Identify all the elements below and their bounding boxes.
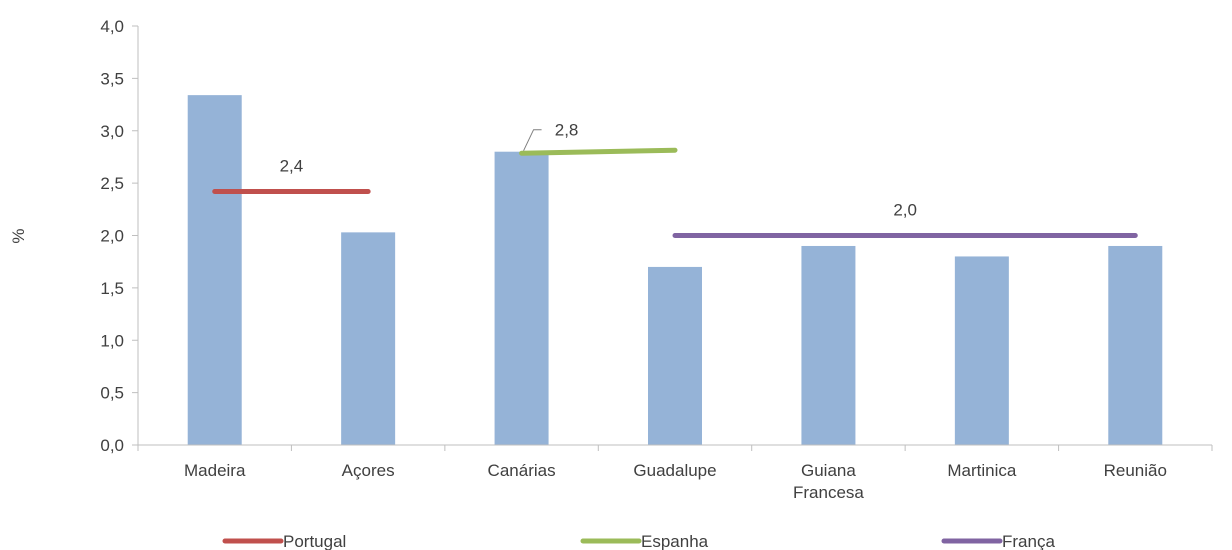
bars [187,95,1163,445]
legend: Portugal Espanha França [222,532,1055,550]
x-tick-label: Canárias [488,461,556,480]
x-tick-label: Francesa [793,483,864,502]
data-label: 2,0 [893,201,917,220]
bar [187,95,242,445]
data-label: 2,4 [280,157,304,176]
bar [341,232,396,445]
data-label: 2,8 [555,121,579,140]
bar [954,256,1009,445]
legend-label: Espanha [641,532,709,550]
bar [801,245,856,445]
axes: 0,0 0,5 1,0 1,5 2,0 2,5 3,0 3,5 4,0 Madeira Açores… [100,17,1213,502]
x-tick-label: Martinica [947,461,1017,480]
x-tick-label: Açores [342,461,395,480]
y-tick-label: 4,0 [100,17,124,36]
data-label-leader [523,129,542,151]
y-tick-label: 0,0 [100,436,124,455]
legend-label: Portugal [283,532,346,550]
y-tick-label: 1,5 [100,279,124,298]
x-tick-label: Madeira [184,461,246,480]
bar [648,266,702,445]
legend-label: França [1002,532,1055,550]
y-tick-label: 2,0 [100,227,124,246]
bar [1108,245,1163,445]
y-tick-label: 3,0 [100,122,124,141]
x-tick-label: Guiana [801,461,856,480]
y-tick-label: 1,0 [100,331,124,350]
y-axis-label: % [9,228,28,243]
reference-lines: 2,4 2,8 2,0 [212,121,1138,238]
y-tick-label: 0,5 [100,384,124,403]
y-tick-label: 3,5 [100,69,124,88]
reference-line [519,147,678,156]
x-tick-label: Reunião [1104,461,1167,480]
bar [494,151,549,445]
x-tick-label: Guadalupe [633,461,716,480]
y-tick-label: 2,5 [100,174,124,193]
